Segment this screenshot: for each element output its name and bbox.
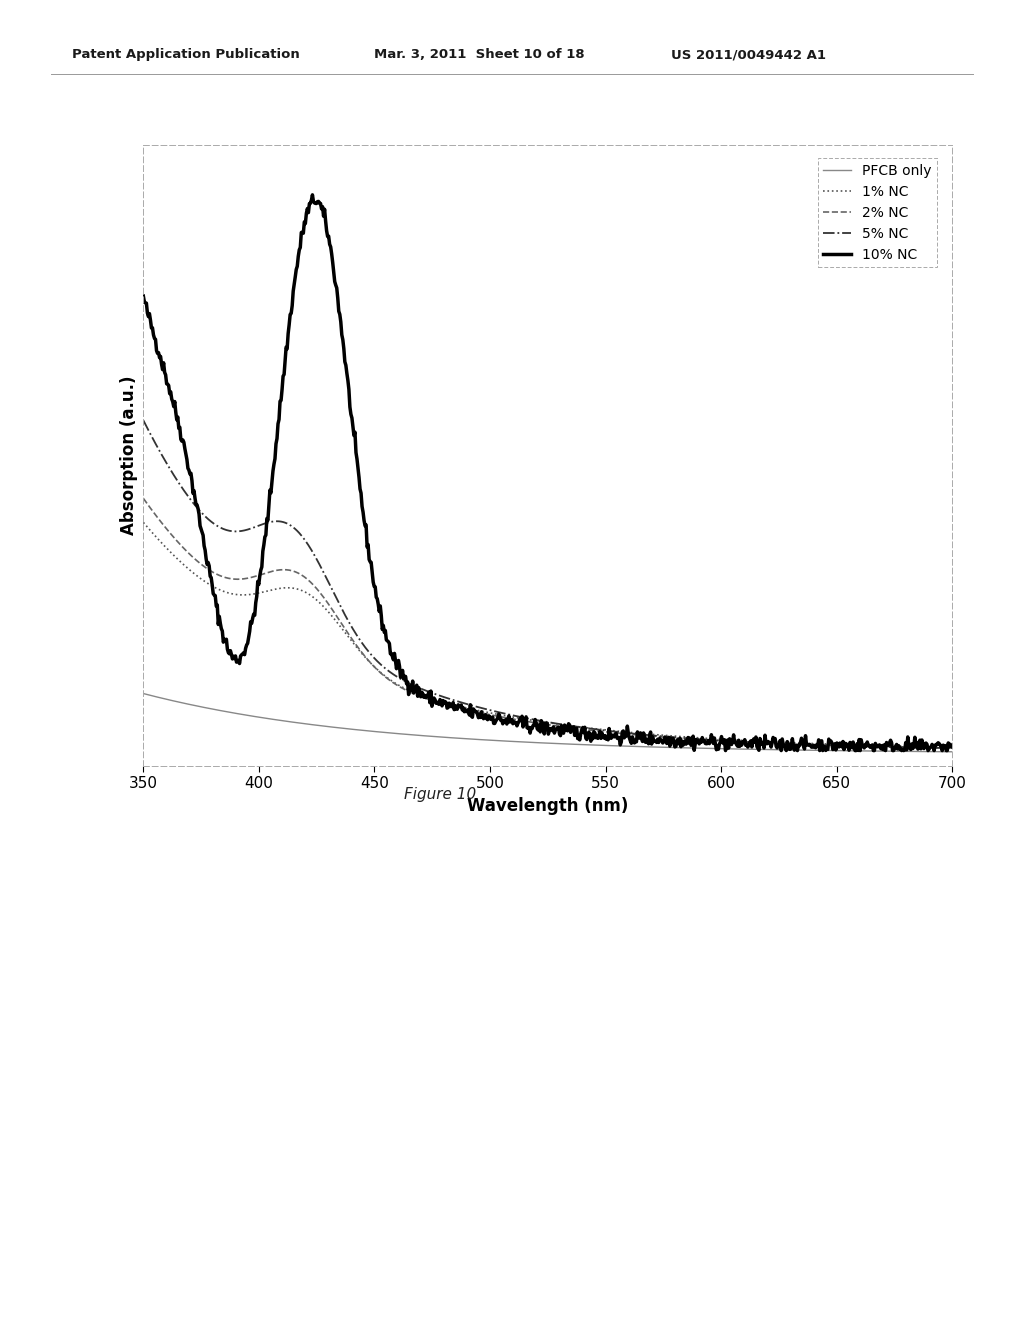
1% NC <box>751 733 763 748</box>
Legend: PFCB only, 1% NC, 2% NC, 5% NC, 10% NC: PFCB only, 1% NC, 2% NC, 5% NC, 10% NC <box>818 158 937 267</box>
PFCB only <box>751 742 763 758</box>
PFCB only <box>137 685 150 701</box>
10% NC <box>608 729 621 744</box>
2% NC <box>137 491 150 507</box>
Y-axis label: Absorption (a.u.): Absorption (a.u.) <box>120 376 138 535</box>
Line: 5% NC: 5% NC <box>143 420 952 748</box>
PFCB only <box>607 738 620 754</box>
5% NC <box>834 738 846 754</box>
10% NC <box>186 486 199 502</box>
PFCB only <box>629 738 641 754</box>
2% NC <box>946 741 958 756</box>
PFCB only <box>834 743 846 759</box>
X-axis label: Wavelength (nm): Wavelength (nm) <box>467 796 629 814</box>
PFCB only <box>186 697 199 713</box>
5% NC <box>629 726 641 742</box>
Line: 1% NC: 1% NC <box>143 523 952 747</box>
10% NC <box>720 743 732 759</box>
5% NC <box>137 412 150 428</box>
1% NC <box>607 723 620 739</box>
2% NC <box>652 729 665 744</box>
Line: 10% NC: 10% NC <box>143 195 952 751</box>
Text: Figure 10: Figure 10 <box>404 787 476 801</box>
10% NC <box>137 288 150 304</box>
10% NC <box>630 733 642 748</box>
10% NC <box>946 739 958 755</box>
1% NC <box>137 515 150 531</box>
2% NC <box>751 735 763 751</box>
PFCB only <box>946 744 958 760</box>
5% NC <box>607 723 620 739</box>
2% NC <box>629 727 641 743</box>
Text: Patent Application Publication: Patent Application Publication <box>72 48 299 61</box>
5% NC <box>652 729 665 744</box>
5% NC <box>751 735 763 751</box>
1% NC <box>652 727 665 743</box>
1% NC <box>834 737 846 752</box>
1% NC <box>629 725 641 741</box>
10% NC <box>653 730 666 746</box>
Line: PFCB only: PFCB only <box>143 693 952 752</box>
5% NC <box>186 495 199 511</box>
10% NC <box>306 187 318 203</box>
2% NC <box>834 738 846 754</box>
10% NC <box>836 739 848 755</box>
1% NC <box>186 565 199 581</box>
PFCB only <box>652 739 665 755</box>
2% NC <box>607 725 620 741</box>
1% NC <box>946 739 958 755</box>
5% NC <box>946 741 958 756</box>
Text: US 2011/0049442 A1: US 2011/0049442 A1 <box>671 48 825 61</box>
2% NC <box>186 549 199 565</box>
10% NC <box>753 742 765 758</box>
Text: Mar. 3, 2011  Sheet 10 of 18: Mar. 3, 2011 Sheet 10 of 18 <box>374 48 585 61</box>
Line: 2% NC: 2% NC <box>143 499 952 748</box>
